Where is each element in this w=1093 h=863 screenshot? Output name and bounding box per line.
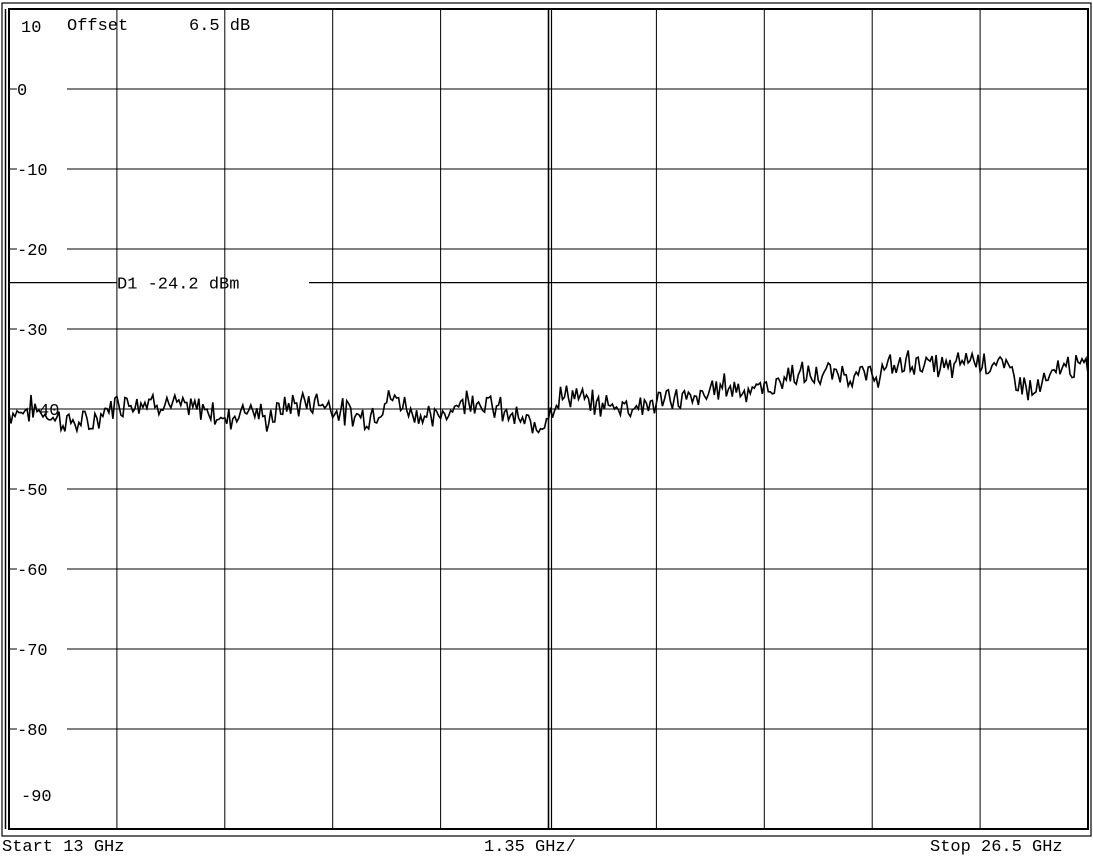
frequency-per-division-label: 1.35 GHz/ — [484, 838, 576, 857]
offset-label: Offset — [67, 17, 128, 36]
y-tick-label: -80 — [17, 722, 48, 741]
y-tick-label: -10 — [17, 162, 48, 181]
y-tick-label: -60 — [17, 562, 48, 581]
y-tick-label: -30 — [17, 322, 48, 341]
stop-frequency-label: Stop 26.5 GHz — [930, 838, 1063, 857]
y-tick-label: -50 — [17, 482, 48, 501]
display-line-label: D1 -24.2 dBm — [117, 276, 239, 295]
offset-value: 6.5 dB — [189, 17, 250, 36]
y-tick-label: -20 — [17, 242, 48, 261]
reference-level-label: 10 — [21, 19, 41, 38]
spectrum-trace — [8, 350, 1089, 434]
start-frequency-label: Start 13 GHz — [2, 838, 125, 857]
outer-frame — [1, 2, 1092, 837]
y-tick-label: 0 — [17, 82, 27, 101]
y-tick-label: -70 — [17, 642, 48, 661]
y-tick-label: -90 — [21, 788, 52, 807]
